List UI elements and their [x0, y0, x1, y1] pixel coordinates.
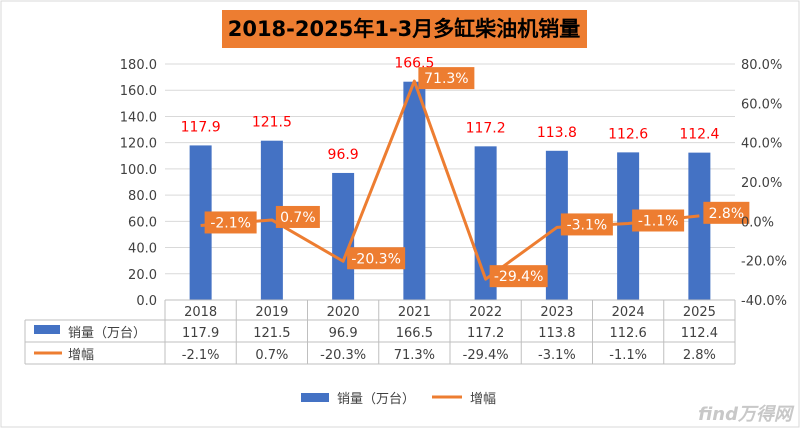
y-left-tick-label: 180.0: [120, 58, 157, 73]
line-value-label-box: [204, 211, 257, 234]
y-left-tick-label: 40.0: [128, 242, 157, 257]
line-value-label: -29.4%: [494, 269, 544, 285]
data-table: 2018 117.9 -2.1% 2019 121.5 0.7% 2020 96.9 -20.3…: [24, 299, 736, 365]
line-value-label-box: [632, 209, 685, 232]
y-left-tick-label: 120.0: [120, 137, 157, 152]
y-left-tick-label: 160.0: [120, 84, 157, 99]
line-value-label-box: [489, 265, 548, 288]
x-category-label: 2019: [255, 305, 288, 320]
y-axis-left: 0.0 20.0 40.0 60.0 80.0 100.0 120.0 140.0 160.0 1…: [120, 58, 157, 309]
line-value-label-box: [703, 201, 750, 224]
table-cell: 96.9: [329, 326, 358, 341]
chart-title: 2018-2025年1-3月多缸柴油机销量: [228, 17, 581, 41]
legend-bar-swatch: [301, 393, 329, 402]
y-left-tick-label: 20.0: [128, 268, 157, 283]
y-axis-right: -40.0% -20.0% 0.0% 20.0% 40.0% 60.0% 80.0%: [741, 58, 787, 309]
y-right-tick-label: -40.0%: [741, 294, 787, 309]
y-right-tick-label: -20.0%: [741, 255, 787, 270]
line-value-label: -1.1%: [638, 213, 679, 229]
table-cell: 112.4: [681, 326, 718, 341]
table-bar-key: [34, 325, 60, 334]
bar-value-label: 121.5: [252, 115, 292, 131]
y-right-tick-label: 80.0%: [741, 58, 782, 73]
y-left-tick-label: 60.0: [128, 215, 157, 230]
table-cell: 0.7%: [255, 348, 288, 363]
legend-label: 增幅: [470, 392, 496, 407]
line-value-label-box: [275, 205, 320, 228]
line-value-label: -20.3%: [351, 251, 401, 267]
y-right-tick-label: 60.0%: [741, 97, 782, 112]
y-right-tick-label: 0.0%: [741, 215, 774, 230]
table-cell: -29.4%: [463, 348, 509, 363]
title-background: [222, 10, 587, 48]
legend-label: 销量（万台）: [337, 392, 415, 407]
y-right-tick-label: 40.0%: [741, 137, 782, 152]
chart-title-box: 2018-2025年1-3月多缸柴油机销量: [222, 10, 587, 48]
bar: [332, 172, 355, 300]
table-cell: -20.3%: [320, 348, 366, 363]
line-series: -2.1% 0.7% -20.3% 71.3% -29.4% -3.1% -1.1% 2.8%: [200, 67, 750, 288]
x-category-label: 2024: [612, 305, 645, 320]
table-cell: 117.2: [467, 326, 504, 341]
table-cell: -1.1%: [609, 348, 647, 363]
bar: [189, 145, 212, 300]
x-category-label: 2022: [469, 305, 502, 320]
legend: 销量（万台） 增幅: [301, 392, 496, 407]
y-left-tick-label: 100.0: [120, 163, 157, 178]
bar: [403, 81, 426, 300]
table-row-label: 销量（万台）: [68, 326, 146, 341]
table-cell: -3.1%: [538, 348, 576, 363]
table-cell: 71.3%: [394, 348, 435, 363]
line-value-label-box: [347, 247, 406, 270]
line-value-label-box: [560, 213, 613, 236]
bar-value-label: 117.2: [466, 120, 506, 136]
bar: [617, 152, 640, 300]
bar-value-label: 117.9: [181, 119, 221, 135]
line-value-label: 2.8%: [709, 206, 745, 222]
y-right-tick-label: 20.0%: [741, 176, 782, 191]
line-value-label: 0.7%: [280, 210, 316, 226]
x-category-label: 2023: [540, 305, 573, 320]
x-category-label: 2018: [184, 305, 217, 320]
table-cell: 166.5: [396, 326, 433, 341]
bar-value-label: 112.6: [608, 126, 648, 142]
table-cell: 117.9: [182, 326, 219, 341]
line-value-label: 71.3%: [424, 71, 468, 87]
bar: [688, 152, 711, 300]
x-category-label: 2020: [327, 305, 360, 320]
table-cell: 2.8%: [683, 348, 716, 363]
y-left-tick-label: 0.0: [136, 294, 157, 309]
y-left-tick-label: 80.0: [128, 189, 157, 204]
table-cell: 113.8: [538, 326, 575, 341]
line-value-label-box: [418, 67, 475, 90]
table-cell: 121.5: [253, 326, 290, 341]
x-category-label: 2025: [683, 305, 716, 320]
x-category-label: 2021: [398, 305, 431, 320]
bar: [545, 150, 568, 300]
bar-value-label: 113.8: [537, 125, 577, 141]
line-value-label: -2.1%: [210, 215, 251, 231]
table-cell: -2.1%: [182, 348, 220, 363]
bar-value-label: 112.4: [679, 127, 719, 143]
table-row-label: 增幅: [68, 348, 94, 363]
y-left-tick-label: 140.0: [120, 110, 157, 125]
table-cell: 112.6: [610, 326, 647, 341]
line-value-label: -3.1%: [567, 217, 608, 233]
bar-value-label: 96.9: [328, 147, 359, 163]
watermark: find万得网: [698, 404, 795, 425]
